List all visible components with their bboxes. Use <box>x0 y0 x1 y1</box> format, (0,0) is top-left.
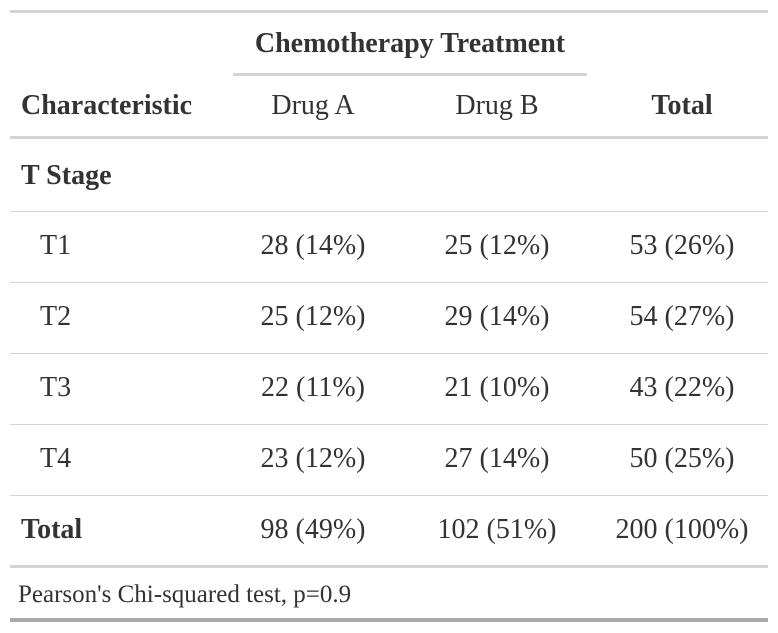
top-border <box>10 10 768 13</box>
footnote: Pearson's Chi-squared test, p=0.9 <box>18 581 352 608</box>
row-label: T4 <box>40 443 72 474</box>
column-spanner: Chemotherapy Treatment <box>254 28 566 59</box>
header-drug-a: Drug A <box>271 90 355 121</box>
group-label-t-stage: T Stage <box>21 160 112 191</box>
cell-total: 54 (27%) <box>629 301 735 332</box>
cell-total: 50 (25%) <box>629 443 735 474</box>
header-total: Total <box>651 90 713 121</box>
row-divider <box>10 211 768 212</box>
total-drug-a: 98 (49%) <box>260 514 366 545</box>
row-divider <box>10 353 768 354</box>
total-total: 200 (100%) <box>615 514 749 545</box>
spanner-underline <box>233 73 587 76</box>
header-divider <box>10 136 768 139</box>
cell-drug-a: 28 (14%) <box>260 230 366 261</box>
cell-total: 53 (26%) <box>629 230 735 261</box>
total-label: Total <box>21 514 83 545</box>
row-label: T1 <box>40 230 72 261</box>
cell-drug-b: 25 (12%) <box>444 230 550 261</box>
row-label: T2 <box>40 301 72 332</box>
cell-drug-b: 27 (14%) <box>444 443 550 474</box>
row-divider <box>10 424 768 425</box>
row-divider <box>10 282 768 283</box>
header-characteristic: Characteristic <box>21 90 193 121</box>
header-drug-b: Drug B <box>455 90 539 121</box>
cell-drug-b: 29 (14%) <box>444 301 550 332</box>
cell-drug-a: 25 (12%) <box>260 301 366 332</box>
total-drug-b: 102 (51%) <box>437 514 557 545</box>
footer-divider <box>10 565 768 568</box>
row-label: T3 <box>40 372 72 403</box>
cell-drug-a: 23 (12%) <box>260 443 366 474</box>
cell-drug-a: 22 (11%) <box>261 372 365 403</box>
cell-total: 43 (22%) <box>629 372 735 403</box>
bottom-border <box>10 618 768 622</box>
row-divider <box>10 495 768 496</box>
cell-drug-b: 21 (10%) <box>444 372 550 403</box>
